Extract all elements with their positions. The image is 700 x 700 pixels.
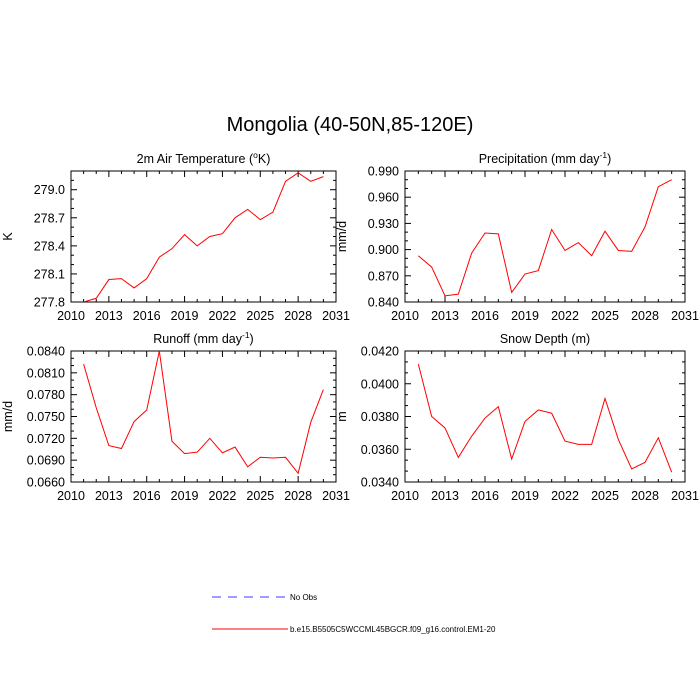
precipitation-y-tick-label: 0.840 bbox=[368, 296, 399, 310]
precipitation-x-tick-label: 2022 bbox=[551, 309, 579, 323]
runoff-x-tick-label: 2019 bbox=[171, 489, 199, 503]
runoff-title-tail: ) bbox=[250, 332, 254, 346]
air-temperature-x-tick-label: 2013 bbox=[95, 309, 123, 323]
precipitation-x-tick-label: 2019 bbox=[511, 309, 539, 323]
air-temperature-x-tick-label: 2028 bbox=[284, 309, 312, 323]
runoff-y-axis-label: mm/d bbox=[1, 401, 15, 432]
snow-depth-x-tick-label: 2010 bbox=[391, 489, 419, 503]
runoff-y-tick-label: 0.0660 bbox=[27, 476, 65, 490]
snow-depth-x-tick-label: 2031 bbox=[671, 489, 699, 503]
runoff-y-tick-label: 0.0780 bbox=[27, 388, 65, 402]
legend-line-no-obs bbox=[212, 596, 288, 598]
air-temperature-title: 2m Air Temperature (oK) bbox=[137, 150, 271, 166]
snow-depth-x-tick-label: 2013 bbox=[431, 489, 459, 503]
runoff-y-tick-label: 0.0810 bbox=[27, 366, 65, 380]
runoff-series-line bbox=[83, 351, 324, 475]
air-temperature-x-tick-label: 2016 bbox=[133, 309, 161, 323]
air-temperature-y-tick-label: 279.0 bbox=[34, 183, 65, 197]
precipitation-title: Precipitation (mm day-1) bbox=[479, 150, 612, 166]
legend-line-control bbox=[212, 628, 288, 630]
chart-air-temperature: 2m Air Temperature (oK) K 2010 2013 2016 2019… bbox=[1, 150, 350, 323]
precipitation-y-tick-label: 0.960 bbox=[368, 191, 399, 205]
air-temperature-series-line bbox=[83, 172, 324, 302]
air-temperature-title-tail: K) bbox=[258, 152, 271, 166]
chart-precipitation: Precipitation (mm day-1) mm/d 2010 2013 2016… bbox=[335, 150, 699, 323]
precipitation-y-tick-label: 0.900 bbox=[368, 243, 399, 257]
air-temperature-x-tick-label: 2010 bbox=[57, 309, 85, 323]
runoff-x-tick-label: 2022 bbox=[209, 489, 237, 503]
main-title: Mongolia (40-50N,85-120E) bbox=[226, 114, 474, 136]
runoff-title-superscript: -1 bbox=[242, 330, 250, 340]
air-temperature-plot-frame bbox=[70, 170, 337, 303]
runoff-title-main: Runoff (mm day bbox=[153, 332, 242, 346]
runoff-y-tick-label: 0.0690 bbox=[27, 454, 65, 468]
precipitation-title-tail: ) bbox=[607, 152, 611, 166]
runoff-y-tick-label: 0.0750 bbox=[27, 410, 65, 424]
precipitation-title-main: Precipitation (mm day bbox=[479, 152, 601, 166]
air-temperature-y-tick-label: 278.1 bbox=[34, 267, 65, 281]
snow-depth-title: Snow Depth (m) bbox=[500, 332, 590, 346]
snow-depth-y-tick-label: 0.0380 bbox=[361, 410, 399, 424]
chart-snow-depth: Snow Depth (m) m 2010 2013 2016 2019 2022 2025 2… bbox=[335, 332, 699, 503]
precipitation-y-tick-label: 0.990 bbox=[368, 165, 399, 179]
precipitation-title-superscript: -1 bbox=[600, 150, 608, 160]
runoff-x-tick-label: 2031 bbox=[322, 489, 350, 503]
runoff-y-tick-label: 0.0720 bbox=[27, 432, 65, 446]
snow-depth-x-tick-label: 2025 bbox=[591, 489, 619, 503]
legend-label-no-obs: No Obs bbox=[290, 593, 318, 602]
runoff-x-tick-label: 2013 bbox=[95, 489, 123, 503]
snow-depth-y-tick-label: 0.0340 bbox=[361, 476, 399, 490]
precipitation-x-tick-label: 2010 bbox=[391, 309, 419, 323]
legend-label-control: b.e15.B5505C5WCCML45BGCR.f09_g16.control… bbox=[290, 625, 496, 634]
snow-depth-plot-frame bbox=[404, 350, 686, 483]
precipitation-x-tick-label: 2028 bbox=[631, 309, 659, 323]
runoff-title: Runoff (mm day-1) bbox=[153, 330, 253, 346]
chart-runoff: Runoff (mm day-1) mm/d 2010 2013 2016 2019 202… bbox=[1, 330, 350, 503]
snow-depth-x-tick-label: 2028 bbox=[631, 489, 659, 503]
precipitation-x-tick-label: 2025 bbox=[591, 309, 619, 323]
air-temperature-x-tick-label: 2019 bbox=[171, 309, 199, 323]
runoff-x-tick-label: 2025 bbox=[246, 489, 274, 503]
precipitation-x-tick-label: 2013 bbox=[431, 309, 459, 323]
runoff-plot-frame bbox=[70, 350, 337, 483]
air-temperature-x-tick-label: 2031 bbox=[322, 309, 350, 323]
precipitation-series-line bbox=[418, 179, 672, 297]
air-temperature-y-tick-label: 277.8 bbox=[34, 296, 65, 310]
snow-depth-x-tick-label: 2016 bbox=[471, 489, 499, 503]
air-temperature-x-tick-label: 2025 bbox=[246, 309, 274, 323]
precipitation-x-tick-label: 2031 bbox=[671, 309, 699, 323]
precipitation-x-tick-label: 2016 bbox=[471, 309, 499, 323]
precipitation-y-tick-label: 0.930 bbox=[368, 217, 399, 231]
air-temperature-y-tick-label: 278.7 bbox=[34, 211, 65, 225]
snow-depth-y-tick-label: 0.0420 bbox=[361, 345, 399, 359]
air-temperature-y-axis-label: K bbox=[1, 232, 15, 241]
air-temperature-title-superscript: o bbox=[253, 150, 258, 160]
runoff-x-tick-label: 2016 bbox=[133, 489, 161, 503]
snow-depth-y-tick-label: 0.0360 bbox=[361, 443, 399, 457]
air-temperature-y-tick-label: 278.4 bbox=[34, 239, 65, 253]
air-temperature-title-main: 2m Air Temperature ( bbox=[137, 152, 254, 166]
snow-depth-x-tick-label: 2022 bbox=[551, 489, 579, 503]
precipitation-y-tick-label: 0.870 bbox=[368, 269, 399, 283]
runoff-y-tick-label: 0.0840 bbox=[27, 345, 65, 359]
runoff-x-tick-label: 2028 bbox=[284, 489, 312, 503]
snow-depth-title-main: Snow Depth (m) bbox=[500, 332, 590, 346]
precipitation-y-axis-label: mm/d bbox=[335, 221, 349, 252]
snow-depth-y-axis-label: m bbox=[335, 411, 349, 421]
runoff-x-tick-label: 2010 bbox=[57, 489, 85, 503]
precipitation-plot-frame bbox=[404, 170, 686, 303]
snow-depth-y-tick-label: 0.0400 bbox=[361, 377, 399, 391]
snow-depth-x-tick-label: 2019 bbox=[511, 489, 539, 503]
snow-depth-series-line bbox=[417, 363, 673, 473]
air-temperature-x-tick-label: 2022 bbox=[209, 309, 237, 323]
